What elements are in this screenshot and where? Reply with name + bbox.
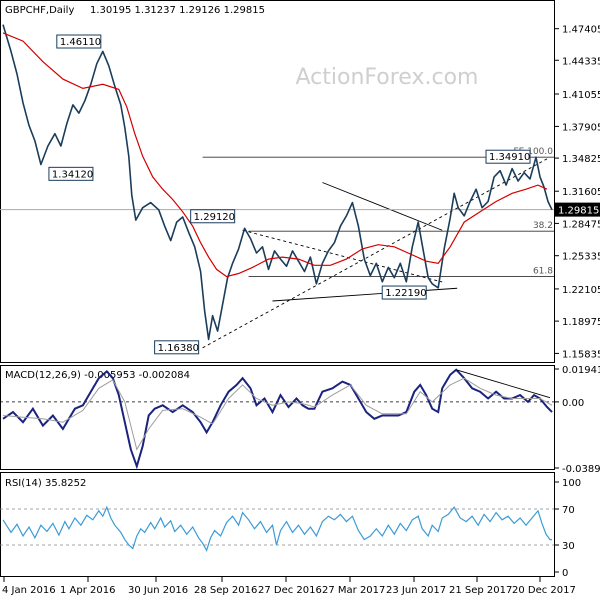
price-y-axis: 1.47405 1.44335 1.41055 1.37905 1.34825 1.316… (554, 25, 600, 360)
x-tick-label: 20 Dec 2017 (512, 585, 576, 596)
price-annotation-box (56, 34, 102, 49)
rsi-y-axis: 100 70 30 0 (554, 478, 581, 579)
rsi-series-group (0, 505, 554, 552)
x-tick-label: 1 Apr 2016 (60, 585, 115, 596)
current-price-marker: 1.29815 (555, 202, 600, 217)
price-annotation-label: 1.29120 (194, 212, 235, 223)
price-tick-label: 1.47405 (562, 25, 600, 36)
fib-level-label: 38.2 (533, 221, 553, 231)
rsi-tick-label: 30 (562, 541, 575, 552)
macd-trendline (457, 369, 551, 399)
macd-tick-label: 0.00 (562, 398, 584, 409)
current-price-box (555, 202, 600, 217)
price-annotation-box (485, 149, 531, 164)
price-annotation-label: 1.34120 (52, 169, 93, 180)
rsi-title: RSI(14) 35.8252 (5, 478, 86, 489)
macd-line (2, 368, 553, 470)
rsi-panel-frame (0, 472, 555, 577)
price-tick-label: 1.34825 (562, 154, 600, 165)
rsi-tick-label: 100 (562, 478, 581, 489)
symbol-timeframe-label: GBPCHF,Daily (5, 5, 74, 16)
price-tick-label: 1.15835 (562, 349, 600, 360)
rsi-line (2, 505, 552, 552)
dashed-trendline (242, 229, 443, 283)
price-panel-frame (0, 0, 555, 363)
x-tick-label: 30 Jun 2016 (128, 585, 188, 596)
price-series-group (0, 24, 554, 341)
current-price-label: 1.29815 (558, 206, 599, 217)
x-tick-label: 23 Jun 2017 (386, 585, 446, 596)
fib-level-label: FE 100.0 (514, 147, 554, 157)
x-tick-label: 4 Jan 2016 (2, 585, 56, 596)
price-tick-label: 1.18975 (562, 317, 600, 328)
price-annotations: 1.46110 1.34120 1.29120 1.16380 1.22190 1.349… (48, 34, 531, 355)
moving-average-line (2, 32, 548, 278)
price-annotation-box (381, 285, 427, 300)
price-line (2, 24, 553, 341)
x-tick-label: 21 Sep 2017 (449, 585, 512, 596)
fib-level-label: 61.8 (533, 266, 553, 276)
x-tick-label: 27 Dec 2016 (258, 585, 322, 596)
x-tick-label: 28 Sep 2016 (194, 585, 257, 596)
macd-tick-label: -0.038989 (562, 464, 600, 475)
chart-header: GBPCHF,Daily 1.30195 1.31237 1.29126 1.2… (5, 5, 265, 16)
price-annotation-label: 1.22190 (385, 288, 426, 299)
price-annotation-label: 1.46110 (60, 37, 101, 48)
macd-signal-line (2, 377, 553, 451)
rsi-tick-label: 70 (562, 505, 575, 516)
macd-tick-label: 0.019416 (562, 365, 600, 376)
price-tick-label: 1.44335 (562, 56, 600, 67)
price-annotation-box (48, 166, 94, 181)
x-axis: 4 Jan 2016 1 Apr 2016 30 Jun 2016 28 Sep 20… (2, 577, 576, 596)
rsi-tick-label: 0 (562, 568, 568, 579)
price-tick-label: 1.28475 (562, 219, 600, 230)
price-annotation-label: 1.16380 (158, 343, 199, 354)
price-tick-label: 1.41055 (562, 90, 600, 101)
macd-panel-frame (0, 365, 555, 470)
price-tick-label: 1.25335 (562, 252, 600, 263)
ohlc-values: 1.30195 1.31237 1.29126 1.29815 (90, 5, 265, 16)
price-tick-label: 1.31605 (562, 187, 600, 198)
price-annotation-box (154, 340, 200, 355)
price-annotation-label: 1.34910 (489, 152, 530, 163)
x-tick-label: 27 Mar 2017 (322, 585, 385, 596)
watermark-text: ActionForex.com (296, 65, 479, 90)
price-annotation-box (190, 209, 236, 224)
macd-y-axis: 0.019416 0.00 -0.038989 (554, 365, 600, 475)
trendline (322, 182, 443, 231)
price-tick-label: 1.22105 (562, 285, 600, 296)
macd-title: MACD(12,26,9) -0.005953 -0.002084 (5, 370, 190, 381)
price-tick-label: 1.37905 (562, 122, 600, 133)
macd-series-group (0, 368, 554, 470)
